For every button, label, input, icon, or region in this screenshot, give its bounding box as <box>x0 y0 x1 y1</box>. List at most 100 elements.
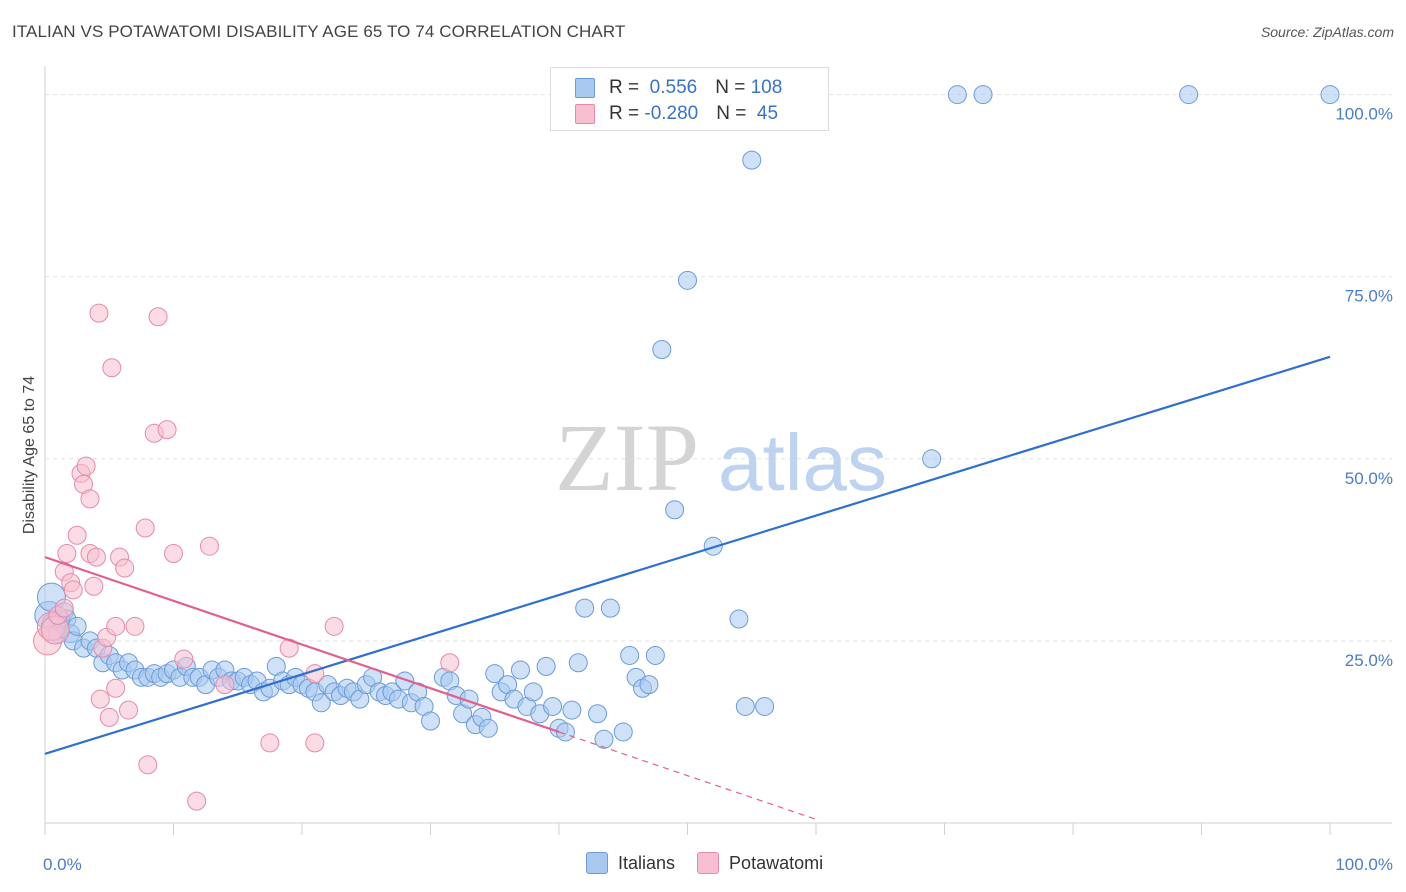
data-point-potawatomi <box>106 678 126 698</box>
data-point-potawatomi <box>99 707 119 727</box>
correlation-legend: R = 0.556 N = 108 R = -0.280 N = 45 <box>550 67 829 131</box>
data-point-italians <box>485 664 505 684</box>
data-point-italians <box>639 675 659 695</box>
data-point-italians <box>67 616 87 636</box>
data-point-italians <box>523 682 543 702</box>
data-point-potawatomi <box>119 700 139 720</box>
data-point-italians <box>543 696 563 716</box>
data-point-potawatomi <box>324 616 344 636</box>
data-point-italians <box>395 671 415 691</box>
trend-lines <box>44 355 1331 820</box>
data-point-italians <box>645 645 665 665</box>
data-point-italians <box>755 696 775 716</box>
data-point-italians <box>562 700 582 720</box>
y-tick-label: 75.0% <box>1345 287 1393 306</box>
chart-source: Source: ZipAtlas.com <box>1260 24 1394 40</box>
legend-item-italians: Italians <box>586 852 675 874</box>
series-legend: Italians Potawatomi <box>586 852 845 874</box>
data-point-potawatomi <box>187 791 207 811</box>
legend-item-potawatomi: Potawatomi <box>697 852 823 874</box>
data-point-italians <box>600 598 620 618</box>
legend-swatch-italians <box>586 852 608 874</box>
data-point-potawatomi <box>102 358 122 378</box>
data-point-potawatomi <box>215 675 235 695</box>
data-point-italians <box>478 718 498 738</box>
data-point-potawatomi <box>90 689 110 709</box>
data-point-potawatomi <box>89 303 109 323</box>
legend-n-label: N = <box>715 77 751 98</box>
y-axis-label: Disability Age 65 to 74 <box>21 376 38 534</box>
data-point-potawatomi <box>86 547 106 567</box>
y-tick-label: 25.0% <box>1345 651 1393 670</box>
data-point-italians <box>311 693 331 713</box>
data-point-italians <box>613 722 633 742</box>
data-point-italians <box>922 449 942 469</box>
y-tick-label: 100.0% <box>1335 105 1393 124</box>
grid <box>45 94 1392 642</box>
data-point-potawatomi <box>260 733 280 753</box>
data-point-italians <box>1320 85 1340 105</box>
data-point-italians <box>665 500 685 520</box>
data-point-potawatomi <box>57 543 77 563</box>
data-point-italians <box>729 609 749 629</box>
data-point-potawatomi <box>106 616 126 636</box>
data-point-potawatomi <box>67 525 87 545</box>
data-point-italians <box>594 729 614 749</box>
data-point-potawatomi <box>63 580 83 600</box>
data-point-potawatomi <box>115 558 135 578</box>
chart-title: ITALIAN VS POTAWATOMI DISABILITY AGE 65 … <box>12 22 626 41</box>
legend-r-label: R = <box>609 77 645 98</box>
legend-swatch-italians <box>575 78 595 98</box>
legend-r-label: R = <box>609 103 645 124</box>
data-point-italians <box>510 660 530 680</box>
data-point-potawatomi <box>135 518 155 538</box>
data-point-potawatomi <box>84 576 104 596</box>
data-point-italians <box>421 711 440 731</box>
series-potawatomi <box>33 303 460 811</box>
data-point-italians <box>620 645 640 665</box>
tick-labels: 25.0% 50.0% 75.0% 100.0% 0.0% 100.0% <box>43 105 1393 874</box>
data-point-potawatomi <box>54 598 74 618</box>
data-point-italians <box>588 704 608 724</box>
legend-r-value: -0.280 <box>644 103 699 124</box>
data-point-potawatomi <box>76 456 96 476</box>
data-point-potawatomi <box>305 733 325 753</box>
data-point-potawatomi <box>164 543 183 563</box>
legend-label-potawatomi: Potawatomi <box>729 852 824 873</box>
axes <box>44 66 1392 835</box>
legend-n-value: 108 <box>750 77 783 98</box>
trend-extension-potawatomi <box>558 731 817 820</box>
data-point-potawatomi <box>440 653 460 673</box>
legend-r-value: 0.556 <box>644 77 698 98</box>
legend-swatch-potawatomi <box>697 852 720 874</box>
x-tick-label: 0.0% <box>43 855 82 874</box>
data-point-italians <box>1179 85 1199 105</box>
data-point-italians <box>536 656 556 676</box>
x-tick-label: 100.0% <box>1335 855 1393 874</box>
data-point-potawatomi <box>80 489 100 509</box>
data-point-potawatomi <box>148 307 168 327</box>
data-point-italians <box>575 598 595 618</box>
y-tick-label: 50.0% <box>1345 469 1393 488</box>
data-point-italians <box>703 536 723 556</box>
data-point-italians <box>652 340 672 360</box>
watermark-atlas: atlas <box>718 418 887 507</box>
data-point-potawatomi <box>157 420 177 440</box>
data-point-potawatomi <box>199 536 219 556</box>
data-point-potawatomi <box>138 755 158 775</box>
legend-label-italians: Italians <box>618 852 676 873</box>
data-point-italians <box>947 85 967 105</box>
data-point-italians <box>735 696 755 716</box>
trend-line-italians <box>44 355 1331 755</box>
data-point-potawatomi <box>174 649 194 669</box>
legend-n-value: 45 <box>751 103 779 124</box>
data-point-italians <box>568 653 588 673</box>
data-point-italians <box>742 150 762 170</box>
legend-n-label: N = <box>716 103 752 124</box>
trend-line-potawatomi <box>44 556 560 733</box>
data-point-italians <box>973 85 993 105</box>
data-point-potawatomi <box>125 616 145 636</box>
legend-swatch-potawatomi <box>575 104 595 124</box>
data-point-italians <box>678 270 697 290</box>
